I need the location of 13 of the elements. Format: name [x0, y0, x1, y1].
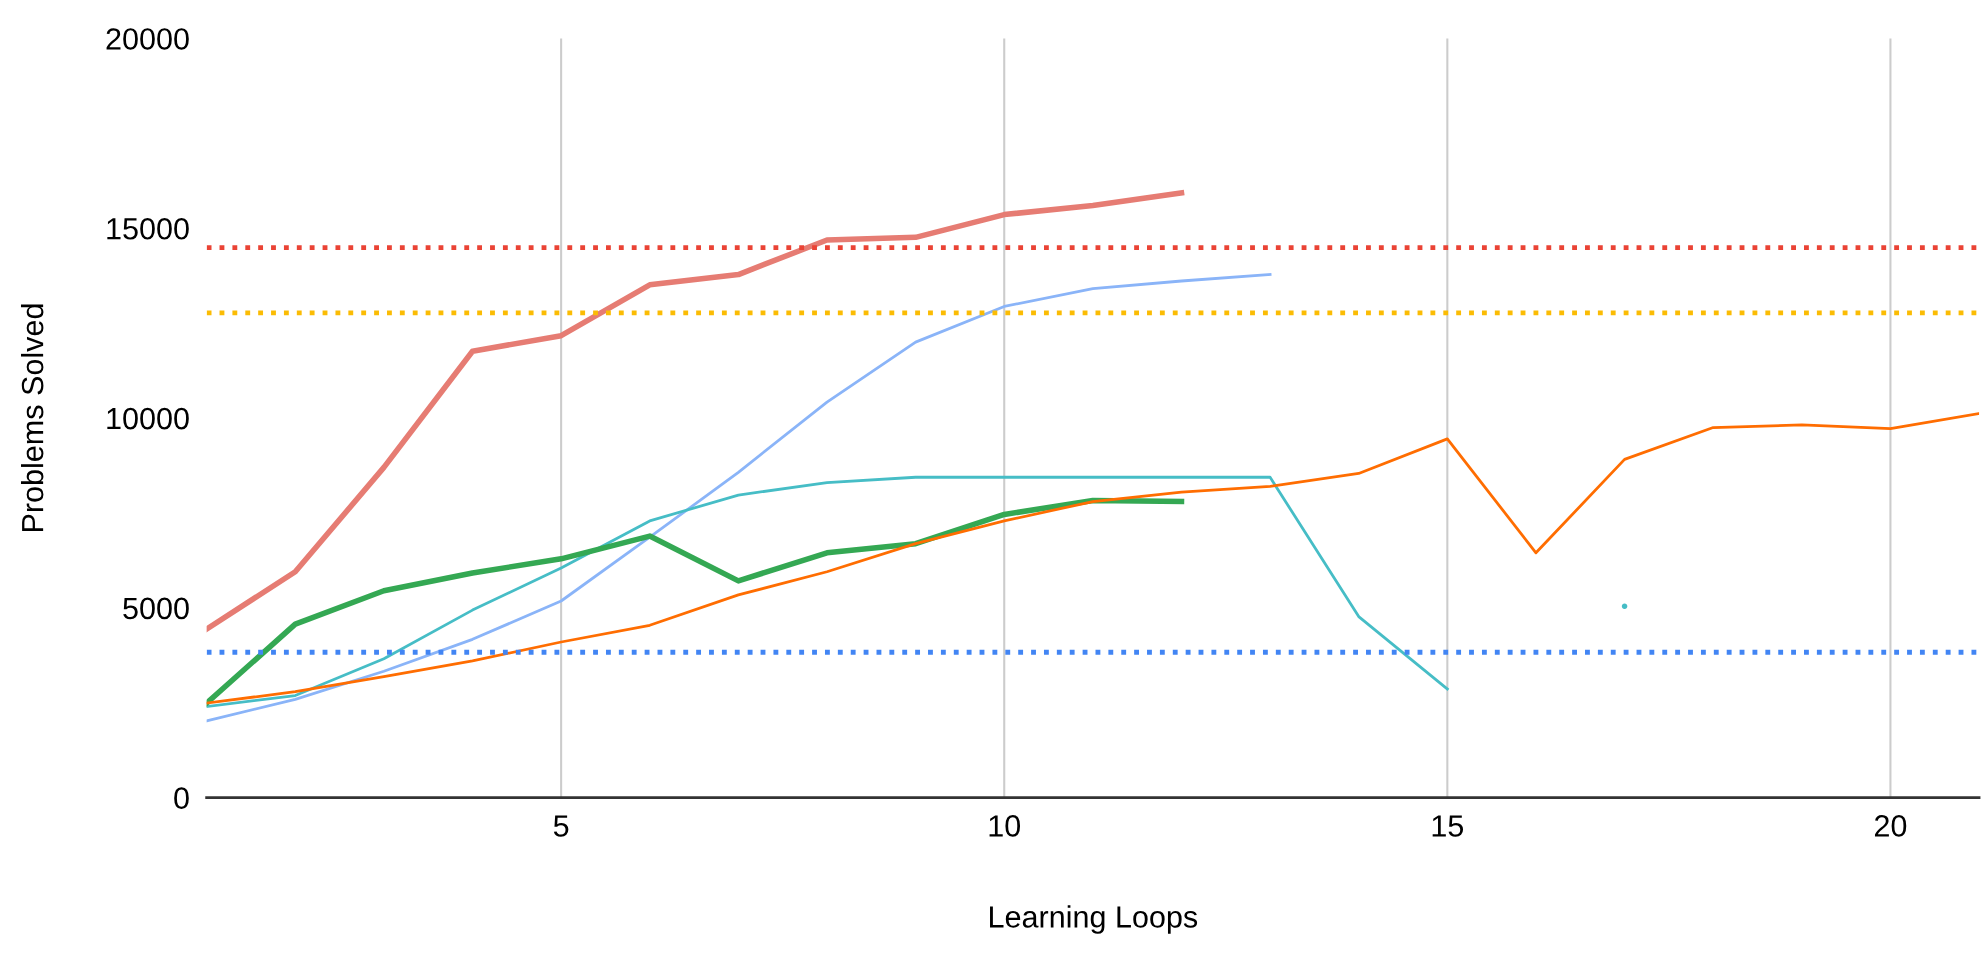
x-tick-label: 10: [989, 815, 1021, 837]
line-series: [206, 412, 1980, 705]
y-tick-label: 15000: [107, 217, 189, 240]
y-tick-label: 10000: [107, 407, 189, 430]
line-series: [206, 273, 1272, 723]
y-tick-label: 20000: [106, 28, 189, 50]
x-axis-title: Learning Loops: [990, 905, 1198, 934]
x-tick-label: 5: [553, 815, 569, 837]
y-tick-label: 5000: [123, 597, 189, 620]
x-tick-label: 15: [1432, 815, 1464, 837]
y-tick-label: 0: [174, 787, 189, 809]
x-tick-label: 20: [1874, 815, 1907, 837]
y-axis-title: Problems Solved: [20, 304, 44, 532]
